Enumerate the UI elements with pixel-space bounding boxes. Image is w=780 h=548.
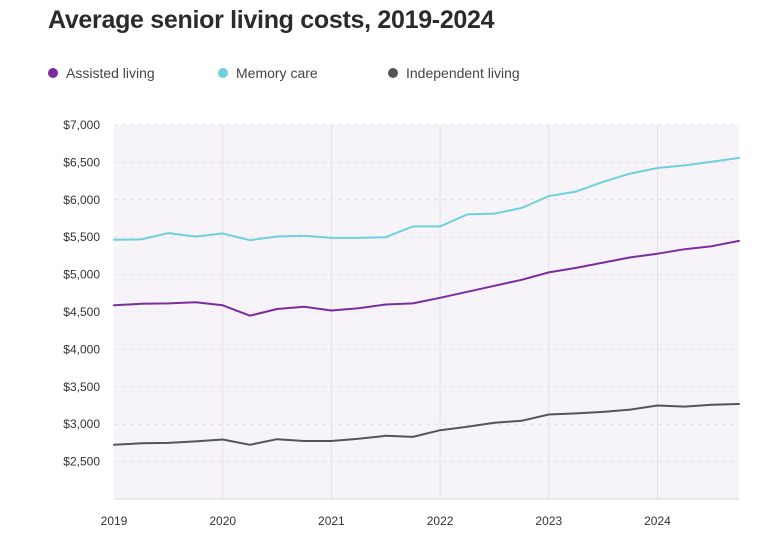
x-tick-label: 2021 xyxy=(318,514,345,528)
x-tick-label: 2020 xyxy=(209,514,236,528)
y-tick-label: $4,500 xyxy=(63,305,100,319)
legend-item-independent-living[interactable]: Independent living xyxy=(388,65,520,81)
legend-label-memory-care: Memory care xyxy=(236,65,318,81)
x-tick-label: 2023 xyxy=(535,514,562,528)
chart-title: Average senior living costs, 2019-2024 xyxy=(48,6,495,34)
y-tick-label: $3,500 xyxy=(63,380,100,394)
y-tick-label: $4,000 xyxy=(63,342,100,356)
legend-label-independent-living: Independent living xyxy=(406,65,520,81)
y-tick-label: $3,000 xyxy=(63,417,100,431)
legend: Assisted living Memory care Independent … xyxy=(48,64,520,82)
y-tick-label: $6,500 xyxy=(63,155,100,169)
vertical-gridlines xyxy=(222,125,658,499)
x-tick-label: 2024 xyxy=(644,514,671,528)
y-axis-ticks: $2,500 $3,000 $3,500 $4,000 $4,500 $5,000 $5,5… xyxy=(63,118,100,469)
x-tick-label: 2019 xyxy=(101,514,128,528)
legend-dot-assisted-living xyxy=(48,68,58,78)
legend-dot-memory-care xyxy=(218,68,228,78)
y-tick-label: $6,000 xyxy=(63,193,100,207)
horizontal-gridlines xyxy=(114,124,739,463)
legend-item-memory-care[interactable]: Memory care xyxy=(218,65,388,81)
y-tick-label: $5,500 xyxy=(63,230,100,244)
y-tick-label: $7,000 xyxy=(63,118,100,132)
y-tick-label: $2,500 xyxy=(63,455,100,469)
legend-dot-independent-living xyxy=(388,68,398,78)
legend-item-assisted-living[interactable]: Assisted living xyxy=(48,65,218,81)
series-line-independent-living xyxy=(113,403,740,446)
legend-label-assisted-living: Assisted living xyxy=(66,65,155,81)
x-tick-label: 2022 xyxy=(427,514,454,528)
x-axis-ticks: 2019 2020 2021 2022 2023 2024 xyxy=(101,514,671,528)
series-line-assisted-living xyxy=(113,239,740,317)
series-lines xyxy=(113,156,740,446)
y-tick-label: $5,000 xyxy=(63,268,100,282)
series-line-memory-care xyxy=(113,156,740,242)
